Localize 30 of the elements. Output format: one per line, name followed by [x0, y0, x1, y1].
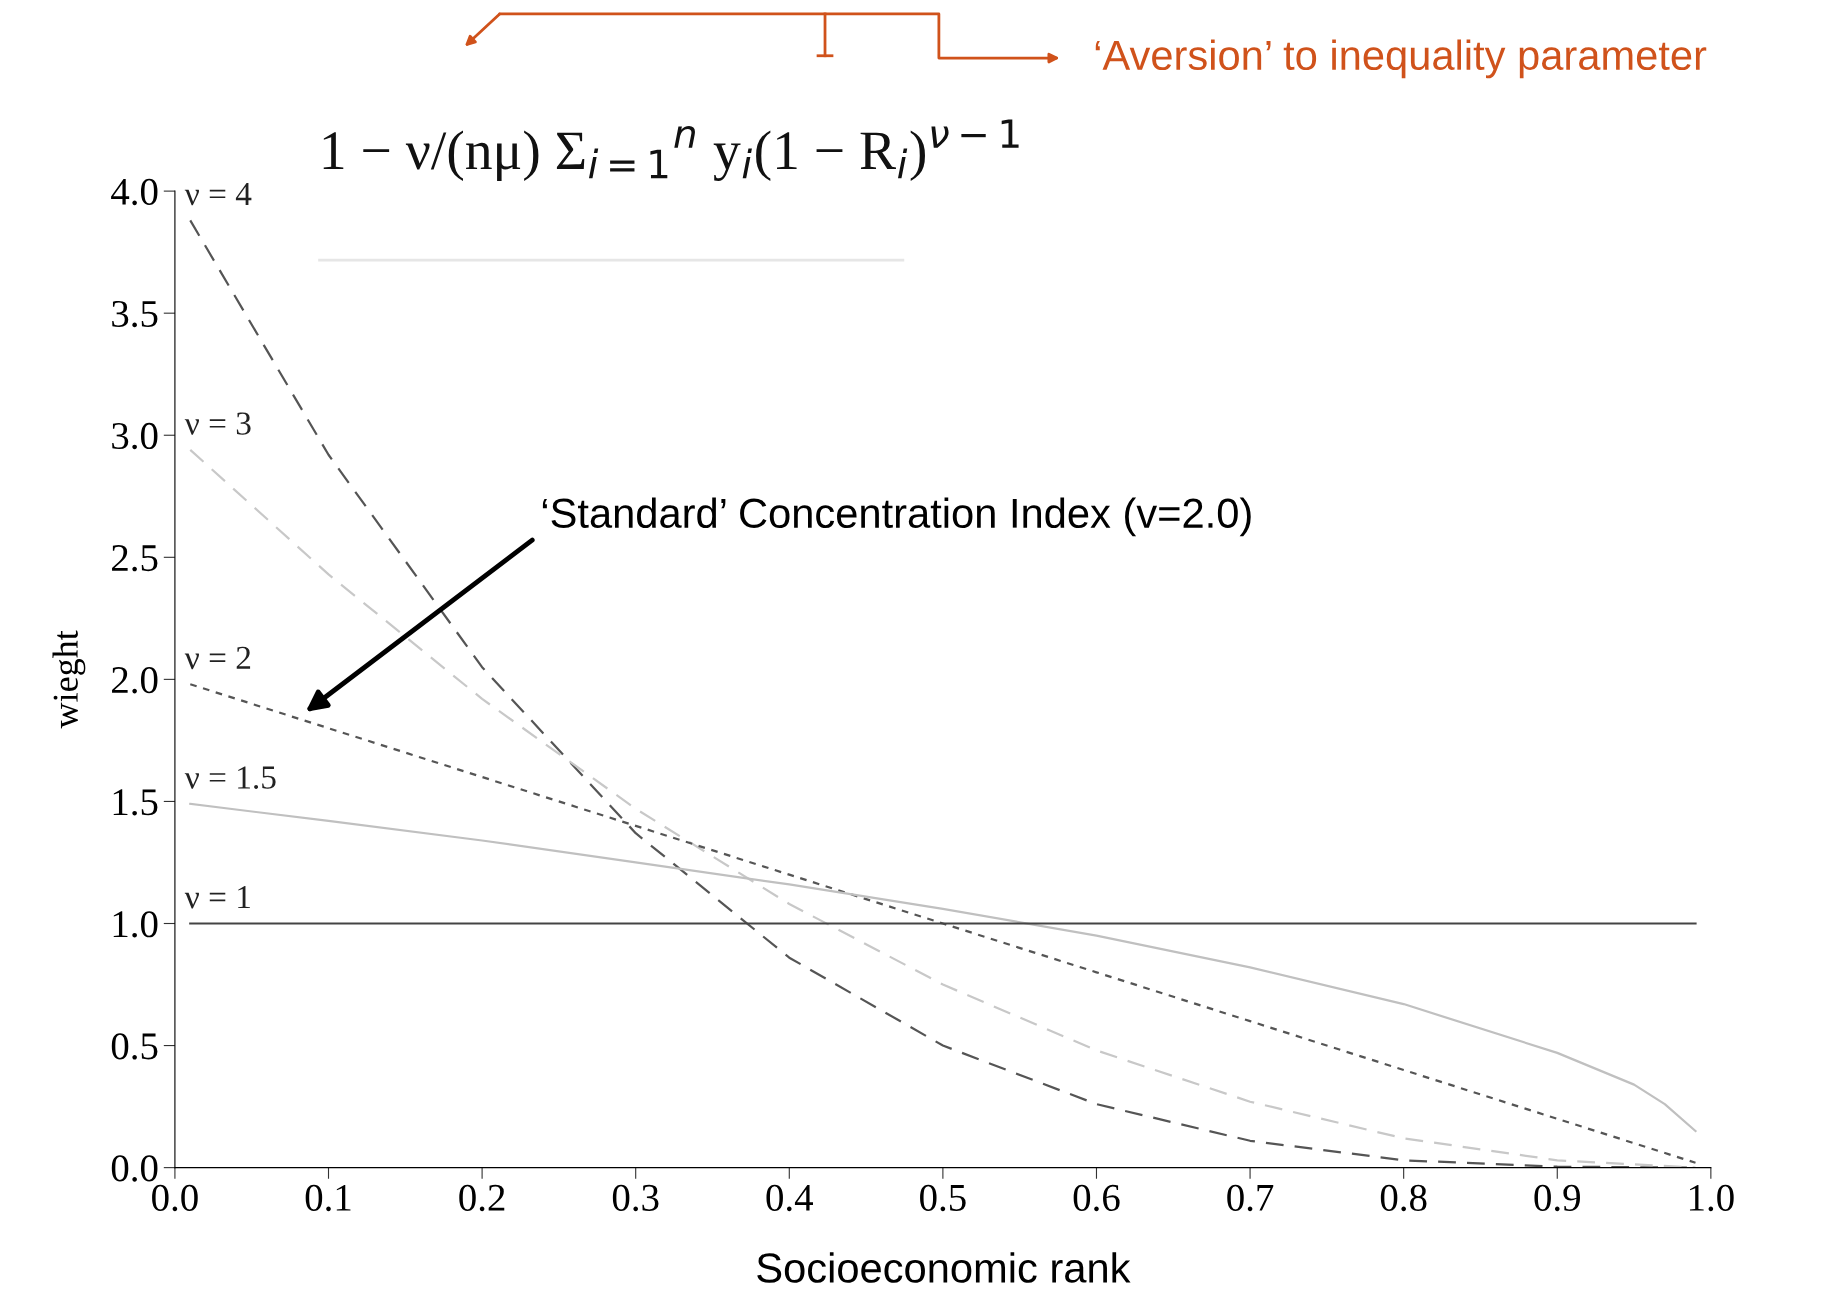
y-tick-label: 3.5: [112, 300, 158, 328]
x-axis-title: Socioeconomic rank: [757, 1252, 1131, 1283]
y-tick-label: 0.0: [111, 1155, 158, 1182]
x-tick-label: 0.7: [1227, 1184, 1274, 1212]
x-tick-label: 0.9: [1534, 1184, 1580, 1212]
text: ‘Aversion’ to inequality parameter: [1095, 39, 1707, 79]
x-tick-label: 0.6: [1073, 1184, 1120, 1212]
series-label: ν = 3: [184, 412, 251, 435]
x-tick-label: 0.4: [766, 1184, 813, 1212]
x-tick-label: 0.5: [920, 1184, 966, 1212]
series-label: ν = 2: [184, 646, 251, 670]
x-tick-label: 1.0: [1689, 1184, 1734, 1212]
y-tick-label: 3.0: [112, 422, 158, 450]
y-axis-title: wieght: [52, 630, 86, 729]
x-tick-label: 0.0: [152, 1184, 198, 1212]
x-tick-label: 0.8: [1380, 1184, 1427, 1212]
series-label: ν = 1.5: [184, 766, 276, 789]
x-tick-label: 0.2: [459, 1184, 505, 1212]
y-tick-label: 4.0: [111, 178, 158, 206]
series-label: ν = 4: [184, 183, 252, 206]
annotation: ‘Standard’ Concentration Index (v=2.0): [542, 497, 1251, 537]
y-tick-label: 2.0: [112, 667, 158, 694]
y-tick-label: 2.5: [112, 545, 158, 572]
series-label: ν = 1: [184, 886, 250, 909]
text: 1 − ν/(nμ) Σ$_{i=1}$$^{n}$ y$_{i}$(1 − R$_{i}$)$^{ν−1}$: [323, 119, 1019, 182]
x-tick-label: 0.3: [612, 1184, 659, 1212]
y-tick-label: 0.5: [111, 1033, 158, 1060]
y-tick-label: 1.5: [113, 789, 158, 816]
x-tick-label: 0.1: [305, 1184, 351, 1212]
y-tick-label: 1.0: [113, 911, 158, 938]
